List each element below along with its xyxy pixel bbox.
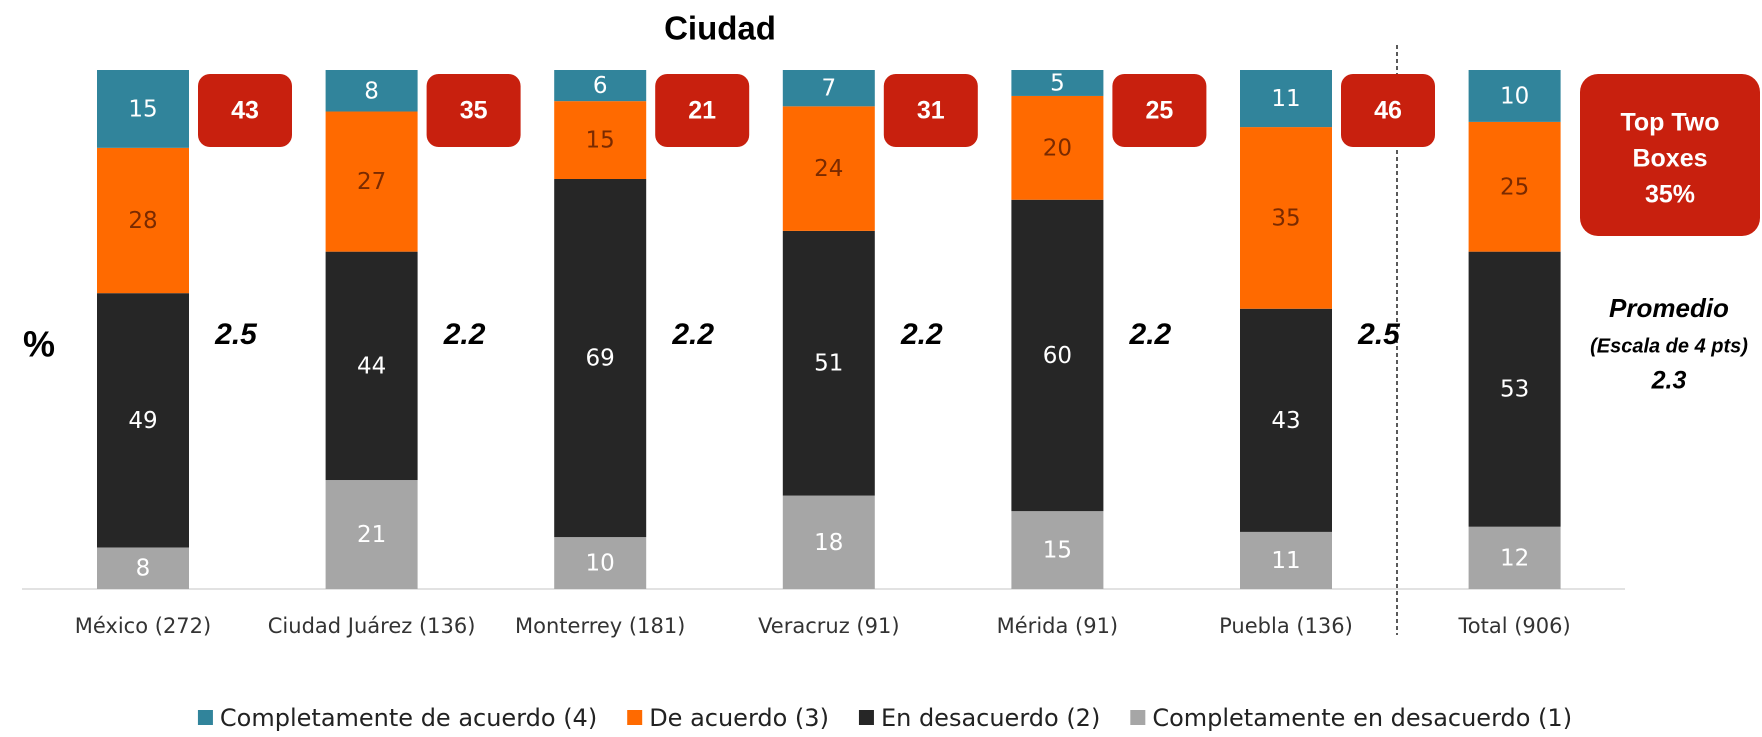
top-two-box — [655, 74, 750, 147]
data-label: 60 — [1043, 343, 1072, 369]
bar-segment — [1468, 70, 1561, 122]
legend-swatch — [1130, 710, 1146, 725]
bar-segment — [1011, 199, 1104, 512]
bar-segment — [1011, 95, 1104, 200]
data-label: 53 — [1500, 377, 1529, 403]
average-subtitle: (Escala de 4 pts) — [1590, 335, 1748, 357]
data-label: 15 — [586, 128, 615, 154]
bar-segment — [1468, 251, 1561, 527]
data-label: 51 — [814, 351, 843, 377]
bar-segment — [1240, 308, 1332, 532]
bar-segment — [97, 547, 189, 589]
data-label: 18 — [814, 530, 843, 556]
bar-segment — [782, 495, 875, 589]
x-tick-label: Ciudad Juárez (136) — [268, 614, 476, 638]
bar-segment — [554, 537, 647, 589]
average-value: 2.5 — [1357, 318, 1401, 351]
data-label: 35 — [1271, 205, 1300, 231]
average-value: 2.2 — [443, 318, 486, 351]
y-axis-label: % — [23, 324, 55, 365]
data-label: 12 — [1500, 545, 1529, 571]
data-label: 10 — [1500, 83, 1529, 109]
average-title: Promedio — [1609, 293, 1729, 323]
legend-label: Completamente en desacuerdo (1) — [1152, 704, 1572, 732]
data-label: 6 — [593, 73, 608, 99]
data-label: 11 — [1271, 86, 1300, 112]
bar-segment — [97, 293, 189, 548]
legend-label: De acuerdo (3) — [649, 704, 829, 732]
top-two-label: 35 — [460, 97, 488, 125]
x-tick-label: Total (906) — [1457, 614, 1570, 638]
data-label: 7 — [821, 76, 836, 102]
x-tick-label: Monterrey (181) — [515, 614, 685, 638]
data-label: 69 — [586, 346, 615, 372]
top-two-box — [1112, 74, 1207, 147]
bar-segment — [325, 70, 418, 112]
average-value: 2.2 — [671, 318, 714, 351]
top-two-label: 43 — [231, 97, 259, 125]
legend-swatch — [627, 710, 643, 725]
top-two-title: Boxes — [1632, 145, 1707, 173]
bar-segment — [1011, 511, 1104, 589]
average-value: 2.2 — [900, 318, 943, 351]
x-tick-label: Mérida (91) — [997, 614, 1119, 638]
bar-segment — [325, 251, 418, 481]
data-label: 10 — [586, 551, 615, 577]
bar-segment — [1240, 70, 1332, 128]
legend-swatch — [858, 710, 874, 725]
data-label: 11 — [1271, 548, 1300, 574]
top-two-box — [426, 74, 521, 147]
bar-segment — [1011, 70, 1104, 96]
top-two-label: 31 — [917, 97, 945, 125]
top-two-box — [1341, 74, 1435, 147]
data-label: 21 — [357, 522, 386, 548]
data-label: 43 — [1271, 408, 1300, 434]
top-two-label: 21 — [688, 97, 716, 125]
top-two-label: 25 — [1145, 97, 1173, 125]
data-label: 20 — [1043, 135, 1072, 161]
x-tick-label: México (272) — [75, 614, 211, 638]
x-tick-label: Puebla (136) — [1219, 614, 1353, 638]
data-label: 25 — [1500, 174, 1529, 200]
bar-segment — [325, 111, 418, 252]
bar-segment — [554, 101, 647, 179]
bar-segment — [782, 70, 875, 107]
top-two-box — [1580, 74, 1760, 236]
bar-segment — [782, 230, 875, 496]
top-two-label: 46 — [1374, 97, 1402, 125]
data-label: 8 — [136, 556, 151, 582]
top-two-title: Top Two — [1620, 109, 1719, 137]
data-label: 27 — [357, 169, 386, 195]
bar-segment — [97, 147, 189, 294]
bar-segment — [1240, 127, 1332, 309]
data-label: 24 — [814, 156, 843, 182]
average-value: 2.2 — [1129, 318, 1172, 351]
data-label: 5 — [1050, 70, 1065, 96]
data-label: 15 — [1043, 538, 1072, 564]
data-label: 28 — [128, 208, 157, 234]
bar-segment — [554, 70, 647, 102]
data-label: 44 — [357, 353, 386, 379]
top-two-box — [198, 74, 292, 147]
average-value: 2.3 — [1651, 367, 1687, 395]
bar-segment — [1240, 531, 1332, 589]
legend-swatch — [197, 710, 213, 725]
top-two-label: 35% — [1645, 181, 1695, 209]
top-two-box — [883, 74, 978, 147]
x-tick-label: Veracruz (91) — [758, 614, 899, 638]
data-label: 8 — [364, 78, 379, 104]
bar-segment — [1468, 526, 1561, 589]
average-value: 2.5 — [214, 318, 258, 351]
bar-segment — [325, 480, 418, 589]
legend-label: Completamente de acuerdo (4) — [220, 704, 597, 732]
bar-segment — [554, 178, 647, 538]
legend-label: En desacuerdo (2) — [881, 704, 1100, 732]
bar-segment — [97, 70, 189, 148]
bar-segment — [1468, 121, 1561, 252]
data-label: 15 — [128, 96, 157, 122]
data-label: 49 — [128, 408, 157, 434]
chart-title: Ciudad — [664, 10, 776, 47]
bar-segment — [782, 106, 875, 231]
